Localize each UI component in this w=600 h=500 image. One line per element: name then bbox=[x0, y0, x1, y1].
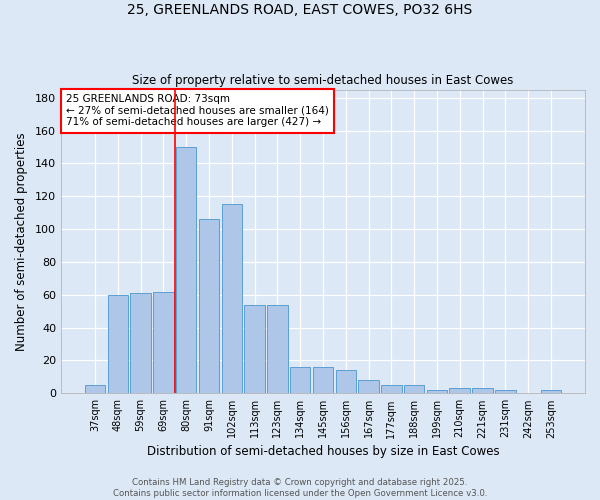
Bar bbox=[381, 385, 401, 394]
Bar bbox=[130, 293, 151, 394]
Bar bbox=[199, 220, 219, 394]
Bar bbox=[404, 385, 424, 394]
Bar bbox=[472, 388, 493, 394]
Text: 25 GREENLANDS ROAD: 73sqm
← 27% of semi-detached houses are smaller (164)
71% of: 25 GREENLANDS ROAD: 73sqm ← 27% of semi-… bbox=[66, 94, 329, 128]
Text: Contains HM Land Registry data © Crown copyright and database right 2025.
Contai: Contains HM Land Registry data © Crown c… bbox=[113, 478, 487, 498]
Bar bbox=[221, 204, 242, 394]
X-axis label: Distribution of semi-detached houses by size in East Cowes: Distribution of semi-detached houses by … bbox=[146, 444, 499, 458]
Y-axis label: Number of semi-detached properties: Number of semi-detached properties bbox=[15, 132, 28, 351]
Bar bbox=[176, 147, 196, 394]
Title: Size of property relative to semi-detached houses in East Cowes: Size of property relative to semi-detach… bbox=[132, 74, 514, 87]
Bar bbox=[85, 385, 105, 394]
Bar bbox=[267, 304, 287, 394]
Bar bbox=[427, 390, 447, 394]
Bar bbox=[244, 304, 265, 394]
Bar bbox=[335, 370, 356, 394]
Bar bbox=[358, 380, 379, 394]
Bar bbox=[495, 390, 515, 394]
Bar bbox=[449, 388, 470, 394]
Bar bbox=[153, 292, 173, 394]
Text: 25, GREENLANDS ROAD, EAST COWES, PO32 6HS: 25, GREENLANDS ROAD, EAST COWES, PO32 6H… bbox=[127, 2, 473, 16]
Bar bbox=[313, 367, 333, 394]
Bar bbox=[541, 390, 561, 394]
Bar bbox=[290, 367, 310, 394]
Bar bbox=[107, 295, 128, 394]
